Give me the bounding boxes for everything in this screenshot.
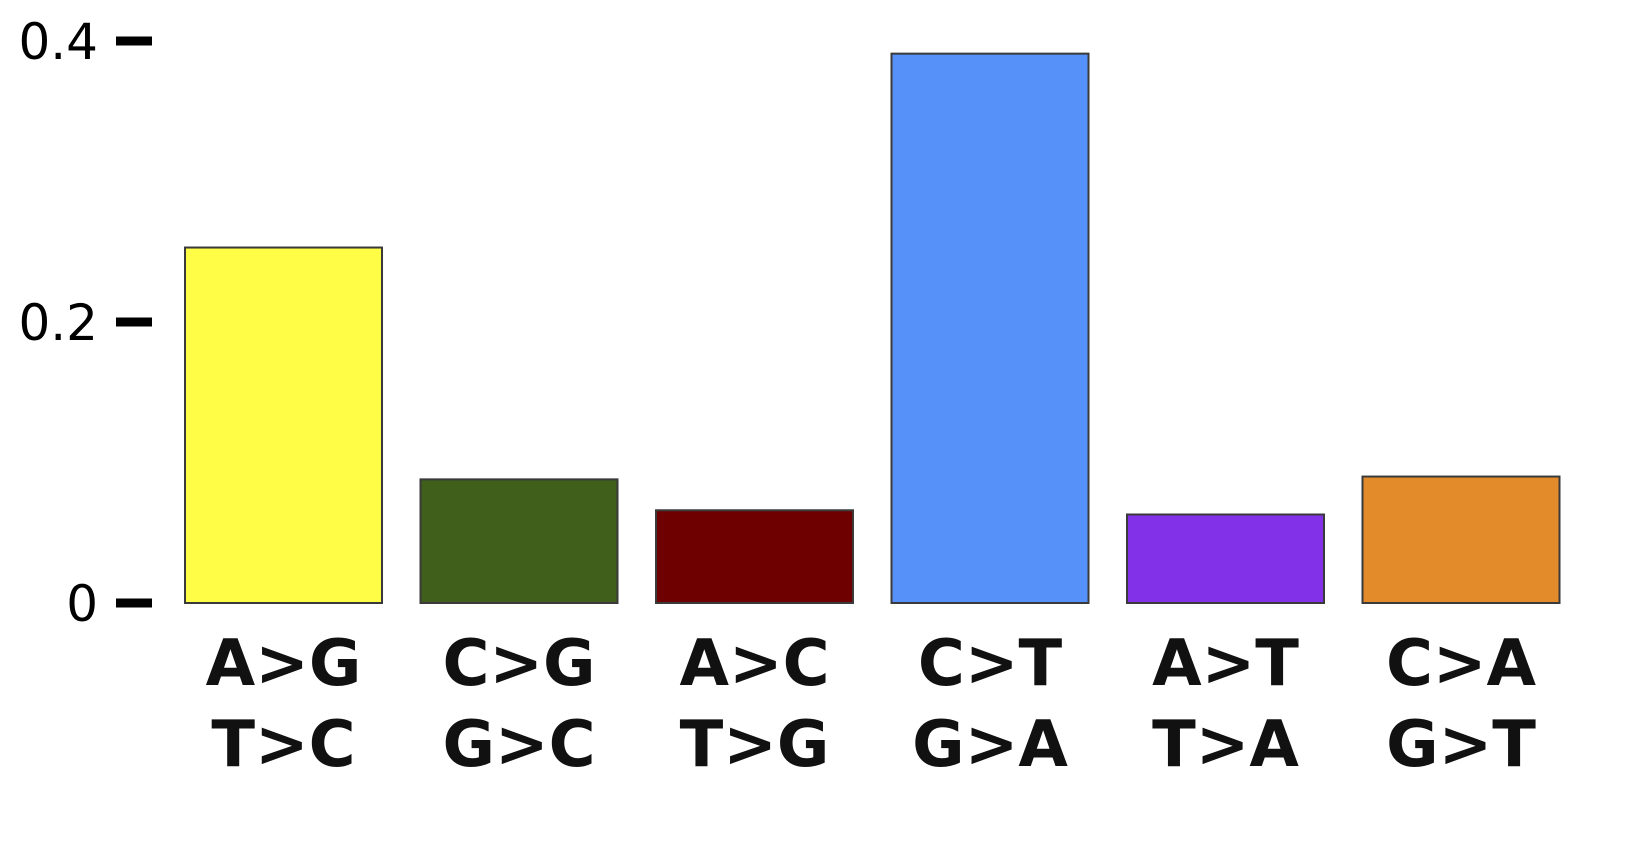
x-category-label: A>G (206, 627, 362, 701)
x-category-label: A>C (679, 627, 829, 701)
x-category-label: G>A (912, 708, 1068, 782)
x-category-label: T>C (211, 708, 355, 782)
y-axis: 0 0.2 0.4 (18, 13, 152, 633)
x-category-label: G>T (1386, 708, 1536, 782)
bar (1126, 513, 1325, 604)
x-category-label: A>T (1152, 627, 1299, 701)
x-category-label: C>G (442, 627, 595, 701)
bar (655, 509, 854, 604)
bar (1361, 475, 1561, 604)
x-category-label: C>A (1386, 627, 1537, 701)
x-category-label: T>G (680, 708, 830, 782)
y-tick-label: 0 (66, 575, 98, 633)
bars (184, 52, 1561, 604)
x-category-label: T>A (1152, 708, 1299, 782)
bar (184, 246, 383, 604)
y-tick-label: 0.2 (18, 294, 98, 352)
x-axis-labels: A>GT>C C>GG>C A>CT>G C>TG>A A>TT>A C>AG>T (206, 627, 1537, 782)
x-category-label: G>C (442, 708, 595, 782)
x-category-label: C>T (918, 627, 1063, 701)
y-tick-label: 0.4 (18, 13, 98, 71)
bar (419, 478, 619, 604)
bar (890, 52, 1090, 604)
